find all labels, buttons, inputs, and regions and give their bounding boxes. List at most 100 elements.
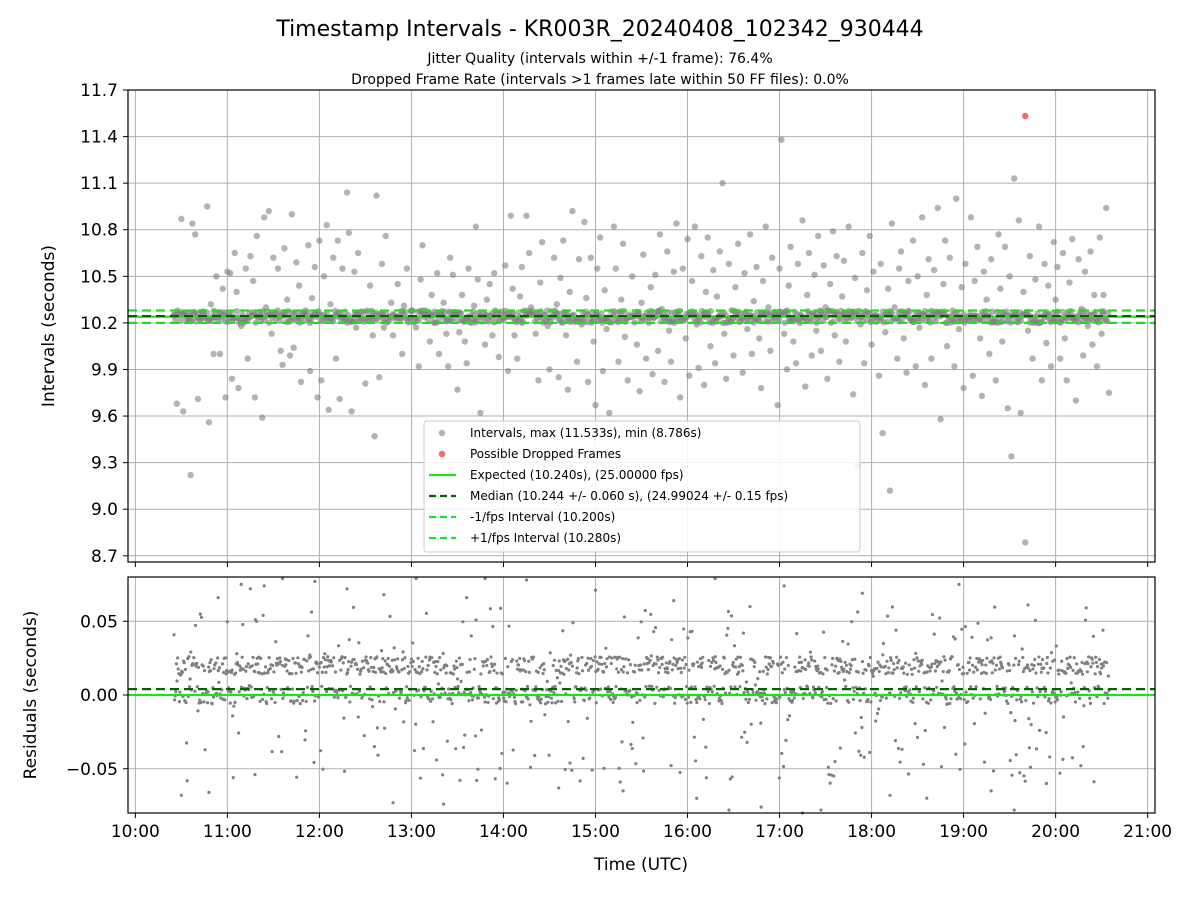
interval-point xyxy=(178,215,185,223)
interval-point xyxy=(180,408,187,415)
residual-point xyxy=(725,633,729,637)
interval-point xyxy=(362,380,369,387)
residual-point xyxy=(1012,808,1016,812)
residual-point xyxy=(630,695,634,699)
residual-point xyxy=(686,636,690,640)
residual-point xyxy=(549,696,554,700)
residual-point xyxy=(867,664,871,668)
residual-point xyxy=(246,662,250,666)
interval-point xyxy=(569,207,576,215)
interval-point xyxy=(748,350,756,358)
residual-point xyxy=(813,691,817,695)
legend-box xyxy=(423,420,861,553)
interval-point xyxy=(222,394,229,401)
residual-point xyxy=(974,685,978,689)
residual-point xyxy=(1030,690,1034,694)
interval-point xyxy=(702,288,710,296)
residual-point xyxy=(1031,701,1036,705)
residual-point xyxy=(909,667,914,671)
interval-point xyxy=(707,342,714,350)
residual-point xyxy=(575,666,579,670)
residual-point xyxy=(698,697,702,701)
residual-point xyxy=(504,700,508,704)
interval-point xyxy=(817,347,825,355)
interval-point xyxy=(805,249,813,257)
residuals-reference-lines xyxy=(128,687,1155,697)
interval-point xyxy=(526,249,533,257)
interval-point xyxy=(670,268,677,275)
interval-point xyxy=(762,223,769,230)
residual-point xyxy=(320,684,324,688)
interval-point xyxy=(833,252,840,260)
residual-point xyxy=(668,659,672,664)
residual-point xyxy=(963,624,967,629)
residual-point xyxy=(473,734,478,738)
residual-point xyxy=(881,641,886,646)
residual-point xyxy=(957,582,961,586)
interval-point xyxy=(500,316,507,323)
residual-point xyxy=(799,669,803,673)
residual-point xyxy=(994,663,999,667)
intervals-y-tick-label: 11.7 xyxy=(80,81,118,101)
residual-point xyxy=(851,697,856,701)
residual-point xyxy=(421,667,425,671)
residual-point xyxy=(429,689,433,693)
interval-point xyxy=(868,341,875,348)
residual-point xyxy=(930,612,935,617)
residual-point xyxy=(503,656,507,661)
residual-point xyxy=(1007,663,1011,667)
residual-point xyxy=(653,626,658,630)
interval-point xyxy=(345,229,353,237)
residual-point xyxy=(816,667,820,671)
residual-point xyxy=(643,608,647,613)
residual-point xyxy=(683,655,687,659)
interval-point xyxy=(527,304,535,311)
residual-point xyxy=(949,697,953,701)
residual-point xyxy=(209,658,213,662)
residual-point xyxy=(656,658,660,662)
residual-point xyxy=(541,671,545,676)
residual-point xyxy=(580,669,585,673)
residual-point xyxy=(403,656,407,660)
interval-point xyxy=(946,254,953,261)
interval-point xyxy=(205,419,213,426)
interval-point xyxy=(351,268,358,275)
residual-point xyxy=(732,644,737,648)
residual-point xyxy=(980,663,984,667)
residual-point xyxy=(585,661,589,665)
residual-point xyxy=(876,660,880,664)
residual-point xyxy=(438,695,442,700)
residual-point xyxy=(895,666,899,670)
residual-point xyxy=(1008,668,1012,673)
interval-point xyxy=(978,392,986,400)
residual-point xyxy=(1021,655,1025,660)
residual-point xyxy=(499,606,503,610)
residual-point xyxy=(633,663,637,667)
residual-point xyxy=(323,652,327,656)
interval-point xyxy=(861,360,868,367)
residual-point xyxy=(1018,771,1022,775)
residual-point xyxy=(790,699,795,703)
interval-point xyxy=(592,401,599,409)
interval-point xyxy=(774,401,781,409)
residual-point xyxy=(954,752,958,756)
residual-point xyxy=(1081,745,1085,749)
residual-point xyxy=(1101,628,1105,632)
residual-point xyxy=(533,753,537,758)
residual-point xyxy=(868,750,872,754)
interval-point xyxy=(688,277,696,285)
residual-point xyxy=(548,651,552,655)
chart-subtitle-jitter: Jitter Quality (intervals within +/-1 fr… xyxy=(426,51,772,67)
residual-point xyxy=(342,769,347,773)
residual-point xyxy=(567,668,571,672)
residual-point xyxy=(692,662,696,666)
residual-point xyxy=(397,670,401,674)
residual-point xyxy=(749,722,753,726)
residual-point xyxy=(674,663,678,667)
residual-point xyxy=(196,709,200,713)
interval-point xyxy=(1081,268,1089,275)
residual-point xyxy=(526,697,530,701)
residual-point xyxy=(556,699,560,703)
residual-point xyxy=(350,660,354,664)
residual-point xyxy=(469,634,473,638)
